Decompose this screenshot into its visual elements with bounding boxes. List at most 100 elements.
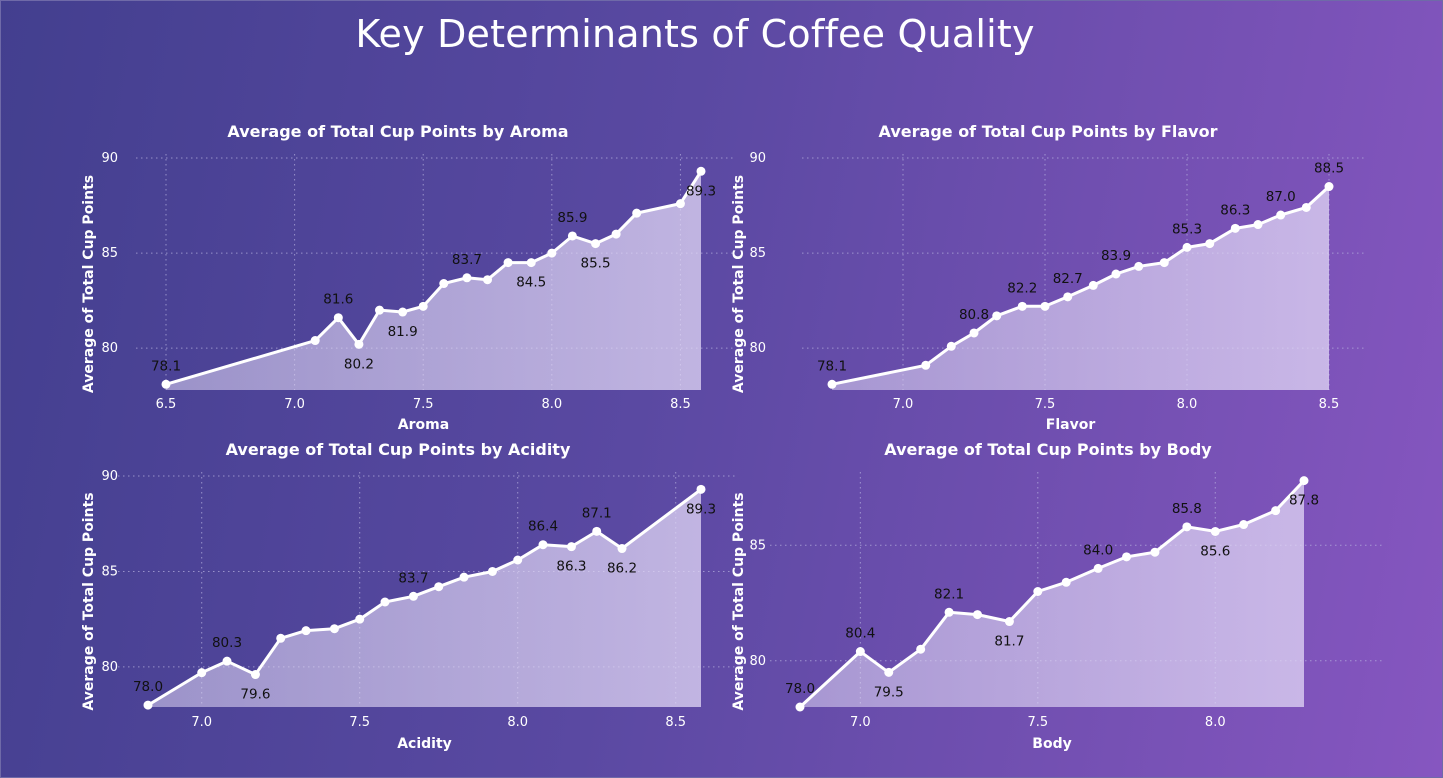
x-tick-label: 7.5 (1035, 397, 1056, 412)
data-point[interactable] (972, 610, 982, 620)
data-point[interactable] (276, 633, 286, 643)
data-point[interactable] (592, 526, 602, 536)
data-point[interactable] (921, 360, 931, 370)
data-point[interactable] (329, 624, 339, 634)
x-tick-label: 7.5 (349, 715, 370, 730)
data-point[interactable] (310, 336, 320, 346)
y-axis-title: Average of Total Cup Points (81, 492, 97, 710)
data-point[interactable] (503, 258, 513, 268)
data-point[interactable] (333, 313, 343, 323)
data-point[interactable] (547, 248, 557, 258)
x-tick-label: 8.0 (1205, 715, 1226, 730)
data-point[interactable] (632, 208, 642, 218)
data-point[interactable] (855, 647, 865, 657)
data-point[interactable] (567, 231, 577, 241)
data-label: 80.8 (959, 307, 989, 323)
data-label: 80.2 (344, 356, 374, 372)
x-tick-label: 8.5 (665, 715, 686, 730)
data-point[interactable] (946, 341, 956, 351)
data-point[interactable] (418, 301, 428, 311)
data-point[interactable] (566, 542, 576, 552)
data-point[interactable] (1301, 202, 1311, 212)
data-point[interactable] (944, 607, 954, 617)
data-point[interactable] (526, 258, 536, 268)
data-label: 86.4 (528, 519, 558, 535)
data-point[interactable] (483, 275, 493, 285)
data-label: 86.2 (607, 561, 637, 577)
data-point[interactable] (1088, 280, 1098, 290)
data-point[interactable] (795, 702, 805, 712)
x-tick-label: 8.0 (541, 397, 562, 412)
data-point[interactable] (1111, 269, 1121, 279)
data-point[interactable] (197, 668, 207, 678)
data-point[interactable] (301, 626, 311, 636)
x-tick-label: 8.5 (1319, 397, 1340, 412)
data-point[interactable] (1276, 210, 1286, 220)
data-point[interactable] (591, 239, 601, 249)
data-point[interactable] (1299, 476, 1309, 486)
data-point[interactable] (354, 339, 364, 349)
data-point[interactable] (1134, 261, 1144, 271)
data-point[interactable] (611, 229, 621, 239)
data-point[interactable] (827, 379, 837, 389)
data-point[interactable] (434, 582, 444, 592)
data-point[interactable] (1324, 182, 1334, 192)
data-point[interactable] (459, 572, 469, 582)
chart-acidity: Average of Total Cup Points by Acidity 80… (81, 440, 736, 752)
data-point[interactable] (1033, 587, 1043, 596)
data-point[interactable] (992, 311, 1002, 321)
data-label: 83.7 (452, 252, 482, 268)
y-tick-label: 90 (101, 469, 118, 484)
data-point[interactable] (487, 566, 497, 576)
data-point[interactable] (143, 700, 153, 710)
chart-flavor: Average of Total Cup Points by Flavor 80 8… (731, 122, 1364, 433)
data-point[interactable] (1253, 220, 1263, 230)
chart-title: Average of Total Cup Points by Flavor (879, 122, 1218, 141)
data-point[interactable] (408, 591, 418, 601)
data-point[interactable] (355, 614, 365, 624)
data-point[interactable] (1182, 522, 1192, 532)
data-point[interactable] (675, 199, 685, 209)
data-point[interactable] (916, 644, 926, 654)
data-point[interactable] (222, 656, 232, 666)
data-point[interactable] (884, 667, 894, 677)
chart-title: Average of Total Cup Points by Aroma (227, 122, 568, 141)
data-point[interactable] (1150, 547, 1160, 557)
data-point[interactable] (696, 484, 706, 494)
data-point[interactable] (1122, 552, 1132, 562)
data-point[interactable] (1159, 258, 1169, 268)
data-point[interactable] (398, 307, 408, 317)
data-point[interactable] (1210, 526, 1220, 536)
x-tick-label: 8.0 (1177, 397, 1198, 412)
x-axis-title: Flavor (1046, 417, 1096, 433)
data-point[interactable] (1061, 577, 1071, 587)
data-point[interactable] (1182, 242, 1192, 252)
data-label: 85.6 (1200, 543, 1230, 559)
data-point[interactable] (617, 544, 627, 554)
data-point[interactable] (1040, 301, 1050, 311)
data-point[interactable] (250, 670, 260, 680)
y-tick-label: 85 (749, 246, 766, 261)
data-label: 78.1 (817, 358, 847, 374)
data-point[interactable] (462, 273, 472, 283)
data-point[interactable] (1063, 292, 1073, 302)
data-point[interactable] (1017, 301, 1027, 311)
data-point[interactable] (374, 305, 384, 315)
data-point[interactable] (439, 279, 449, 289)
data-point[interactable] (1004, 617, 1014, 627)
data-point[interactable] (969, 328, 979, 338)
data-point[interactable] (1093, 563, 1103, 573)
data-point[interactable] (696, 166, 706, 176)
y-axis-title: Average of Total Cup Points (731, 175, 747, 393)
data-point[interactable] (1230, 223, 1240, 233)
data-point[interactable] (1239, 520, 1249, 530)
data-point[interactable] (1205, 239, 1215, 249)
data-point[interactable] (513, 555, 523, 565)
data-point[interactable] (380, 597, 390, 607)
x-tick-label: 7.0 (191, 715, 212, 730)
data-point[interactable] (538, 540, 548, 550)
data-point[interactable] (1271, 506, 1281, 516)
x-tick-label: 8.5 (670, 397, 691, 412)
data-point[interactable] (161, 379, 171, 389)
